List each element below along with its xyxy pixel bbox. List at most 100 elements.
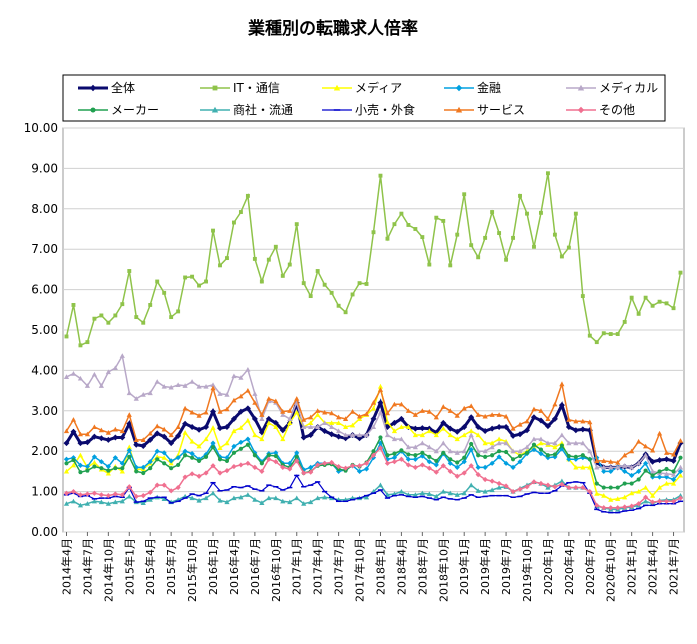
data-point <box>558 402 565 409</box>
data-point <box>245 442 250 447</box>
data-point <box>112 365 118 371</box>
data-point <box>622 504 628 510</box>
data-point <box>510 457 516 462</box>
data-point <box>196 473 202 479</box>
data-point <box>559 443 564 448</box>
data-point <box>391 436 398 442</box>
data-point <box>677 438 684 443</box>
data-point <box>511 235 516 240</box>
data-point <box>225 256 229 261</box>
data-point <box>531 436 537 442</box>
data-point <box>224 458 230 463</box>
data-point <box>217 470 223 476</box>
data-point <box>594 340 599 345</box>
data-point <box>615 485 620 490</box>
data-point <box>141 320 146 325</box>
data-point <box>217 391 223 396</box>
data-point <box>336 303 341 308</box>
data-point <box>196 497 202 503</box>
data-point <box>670 476 677 483</box>
data-point <box>273 398 279 404</box>
legend-box <box>62 74 666 122</box>
data-point <box>224 499 230 505</box>
data-point <box>336 420 342 425</box>
data-point <box>238 210 243 214</box>
legend-marker <box>455 84 463 92</box>
data-point <box>622 481 627 486</box>
x-tick-label: 2019年1月 <box>457 538 471 595</box>
data-point <box>105 436 112 443</box>
y-tick-label: 8.00 <box>31 202 58 216</box>
data-point <box>147 459 153 465</box>
data-point <box>461 470 467 476</box>
y-tick-label: 5.00 <box>31 323 58 337</box>
data-point <box>441 218 446 223</box>
data-point <box>328 431 335 438</box>
data-point <box>259 279 264 284</box>
data-point <box>524 484 530 490</box>
data-point <box>378 435 383 440</box>
data-point <box>475 472 481 478</box>
legend-item: 小売・外食 <box>322 102 415 117</box>
data-point <box>399 211 404 216</box>
data-point <box>182 383 188 388</box>
data-point <box>552 484 558 490</box>
data-point <box>147 430 153 436</box>
data-point <box>608 497 614 502</box>
data-point <box>566 417 572 422</box>
data-point <box>161 482 167 488</box>
data-point <box>147 497 153 502</box>
data-point <box>489 444 495 450</box>
data-point <box>656 457 663 464</box>
data-point <box>356 468 363 474</box>
data-point <box>663 480 670 486</box>
data-point <box>482 440 488 446</box>
data-point <box>398 424 405 430</box>
data-point <box>308 294 313 299</box>
data-point <box>447 408 453 413</box>
x-tick-label: 2021年1月 <box>625 538 639 595</box>
data-point <box>189 423 196 430</box>
data-point <box>308 464 314 470</box>
data-point <box>273 450 279 456</box>
data-point <box>223 423 230 430</box>
data-point <box>70 428 77 435</box>
data-point <box>147 489 153 496</box>
data-point <box>182 474 188 480</box>
data-point <box>573 484 579 491</box>
data-point <box>98 459 104 465</box>
data-point <box>203 454 209 459</box>
data-point <box>245 366 251 372</box>
data-point <box>671 469 676 474</box>
data-point <box>336 428 342 434</box>
x-tick-label: 2015年7月 <box>164 538 178 595</box>
data-point <box>259 436 265 442</box>
data-point <box>238 393 244 399</box>
data-point <box>216 425 223 432</box>
data-point <box>91 424 97 430</box>
data-point <box>629 490 635 496</box>
x-tick-label: 2021年4月 <box>646 538 660 595</box>
data-point <box>140 464 146 470</box>
data-point <box>629 472 635 479</box>
data-point <box>537 417 544 424</box>
data-point <box>91 454 97 460</box>
data-point <box>440 404 446 409</box>
data-point <box>434 458 439 463</box>
data-point <box>419 453 425 459</box>
data-point <box>650 493 656 498</box>
data-point <box>280 409 286 414</box>
data-point <box>217 445 223 451</box>
data-point <box>601 331 606 336</box>
data-point <box>217 457 223 462</box>
data-point <box>482 464 488 470</box>
data-point <box>210 463 216 469</box>
data-point <box>454 413 460 418</box>
data-point <box>462 455 467 460</box>
x-tick-label: 2018年4月 <box>394 538 408 595</box>
data-point <box>664 466 669 472</box>
data-point <box>364 281 369 286</box>
data-point <box>531 444 537 450</box>
legend-marker <box>90 107 96 113</box>
data-point <box>189 451 195 457</box>
